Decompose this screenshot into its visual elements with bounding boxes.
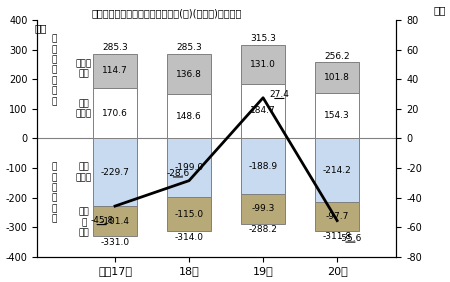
Bar	[167, 94, 211, 138]
Text: 消
失
し
た
雇
用: 消 失 し た 雇 用	[52, 163, 57, 224]
Bar	[315, 138, 360, 202]
Text: -45.8: -45.8	[90, 216, 113, 225]
Text: 創
出
さ
れ
た
雇
用: 創 出 さ れ た 雇 用	[52, 34, 57, 106]
Text: -99.3: -99.3	[252, 204, 275, 213]
Text: -229.7: -229.7	[101, 168, 130, 177]
Text: 170.6: 170.6	[102, 109, 128, 118]
Bar	[93, 88, 137, 138]
Text: 万人: 万人	[433, 5, 446, 15]
Text: 131.0: 131.0	[250, 60, 276, 69]
Text: 存続
事業所: 存続 事業所	[76, 163, 92, 182]
Bar	[315, 202, 360, 231]
Text: 184.7: 184.7	[250, 107, 276, 115]
Bar	[241, 45, 285, 84]
Bar	[93, 206, 137, 236]
Bar	[241, 84, 285, 138]
Text: 101.8: 101.8	[324, 73, 350, 82]
Text: 148.6: 148.6	[176, 112, 202, 121]
Bar	[93, 54, 137, 88]
Text: -97.7: -97.7	[325, 212, 349, 221]
Bar	[315, 92, 360, 138]
Bar	[93, 138, 137, 206]
Text: 136.8: 136.8	[176, 70, 202, 79]
Text: 事業所
新設: 事業所 新設	[76, 59, 92, 78]
Text: -115.0: -115.0	[175, 210, 203, 219]
Text: -199.0: -199.0	[175, 163, 203, 172]
Text: 万人: 万人	[35, 23, 47, 33]
Bar	[167, 197, 211, 231]
Text: 154.3: 154.3	[324, 111, 350, 120]
Text: 285.3: 285.3	[102, 43, 128, 52]
Text: -101.4: -101.4	[100, 217, 130, 226]
Text: 114.7: 114.7	[102, 66, 128, 75]
Text: 事業
所
廃止: 事業 所 廃止	[79, 208, 89, 237]
Text: 285.3: 285.3	[176, 43, 202, 52]
Bar	[241, 194, 285, 224]
Bar	[167, 54, 211, 94]
Text: 27.4: 27.4	[270, 90, 289, 99]
Text: -288.2: -288.2	[249, 225, 278, 234]
Text: -188.9: -188.9	[248, 162, 278, 171]
Bar	[241, 138, 285, 194]
Text: 存続
事業所: 存続 事業所	[76, 99, 92, 118]
Text: -28.6: -28.6	[166, 169, 189, 178]
Text: -55.6: -55.6	[339, 234, 362, 243]
Text: 折線と下線付きの数字は雇用純増(減)(目盛右)を示す。: 折線と下線付きの数字は雇用純増(減)(目盛右)を示す。	[91, 8, 242, 18]
Bar	[167, 138, 211, 197]
Text: -214.2: -214.2	[323, 166, 351, 175]
Text: 315.3: 315.3	[250, 34, 276, 43]
Text: 256.2: 256.2	[324, 52, 350, 61]
Bar	[315, 63, 360, 92]
Text: -331.0: -331.0	[100, 238, 130, 247]
Text: -311.8: -311.8	[323, 232, 352, 241]
Text: -314.0: -314.0	[175, 233, 203, 242]
